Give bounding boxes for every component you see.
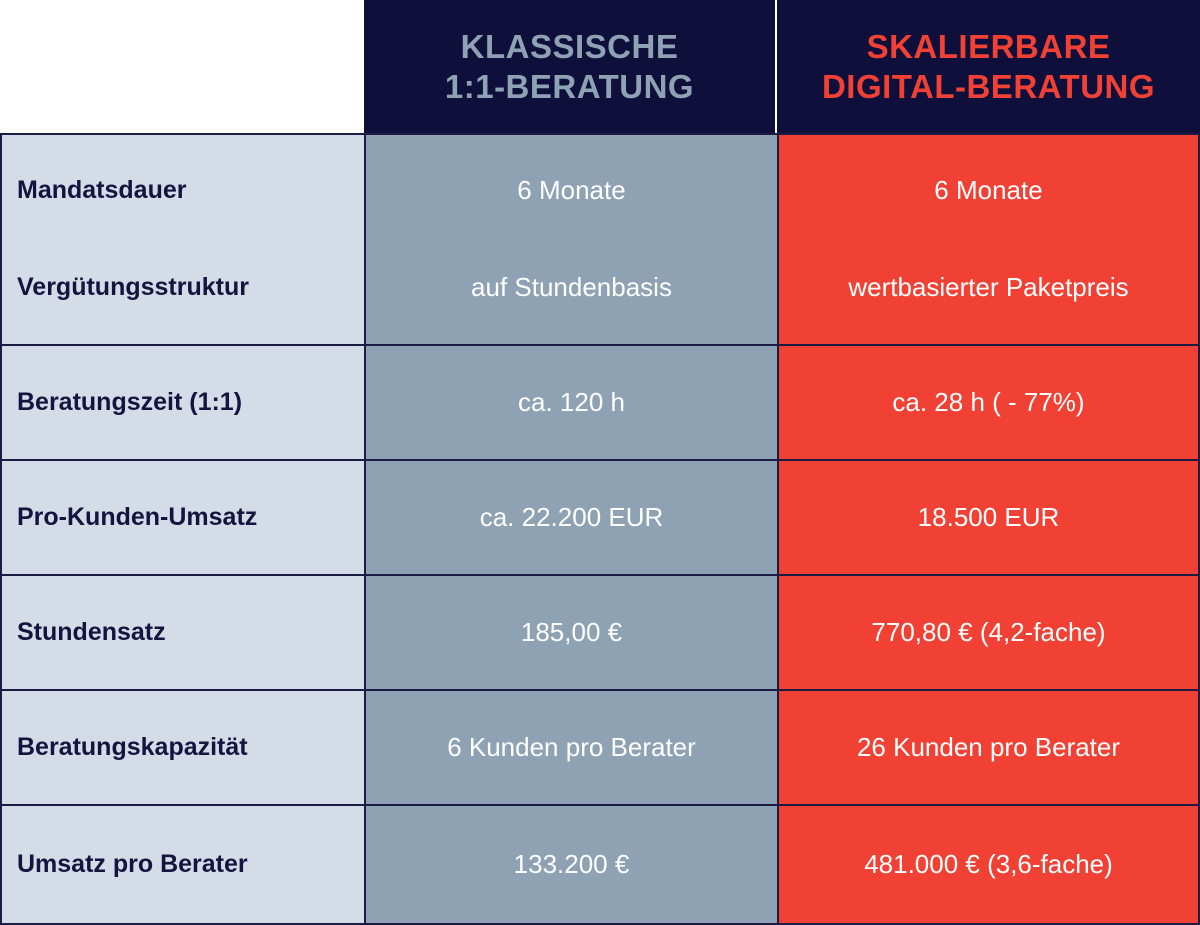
classic-value: 185,00 € bbox=[364, 576, 777, 691]
table-row: Beratungszeit (1:1) ca. 120 h ca. 28 h (… bbox=[0, 346, 1200, 461]
header-classic-consulting: KLASSISCHE 1:1-BERATUNG bbox=[364, 0, 777, 133]
classic-value: ca. 120 h bbox=[364, 346, 777, 461]
row-label: Beratungszeit (1:1) bbox=[0, 346, 364, 461]
digital-value: 481.000 € (3,6-fache) bbox=[777, 806, 1200, 925]
classic-value: auf Stundenbasis bbox=[364, 231, 777, 346]
header-classic-line2: 1:1-BERATUNG bbox=[444, 67, 695, 105]
row-label: Pro-Kunden-Umsatz bbox=[0, 461, 364, 576]
row-label: Stundensatz bbox=[0, 576, 364, 691]
table-row: Umsatz pro Berater 133.200 € 481.000 € (… bbox=[0, 806, 1200, 925]
row-label: Vergütungsstruktur bbox=[0, 231, 364, 346]
header-digital-line2: DIGITAL-BERATUNG bbox=[821, 67, 1156, 105]
classic-value: ca. 22.200 EUR bbox=[364, 461, 777, 576]
table-row: Beratungskapazität 6 Kunden pro Berater … bbox=[0, 691, 1200, 806]
row-label: Mandatsdauer bbox=[0, 133, 364, 248]
digital-value: 18.500 EUR bbox=[777, 461, 1200, 576]
digital-value: wertbasierter Paketpreis bbox=[777, 231, 1200, 346]
header-digital-line1: SKALIERBARE bbox=[866, 27, 1111, 65]
digital-value: 6 Monate bbox=[777, 133, 1200, 248]
digital-value: ca. 28 h ( - 77%) bbox=[777, 346, 1200, 461]
table-row: Mandatsdauer 6 Monate 6 Monate bbox=[0, 133, 1200, 248]
header-classic-line1: KLASSISCHE bbox=[460, 27, 679, 65]
row-label: Beratungskapazität bbox=[0, 691, 364, 806]
digital-value: 26 Kunden pro Berater bbox=[777, 691, 1200, 806]
table-row: Pro-Kunden-Umsatz ca. 22.200 EUR 18.500 … bbox=[0, 461, 1200, 576]
table-row: Vergütungsstruktur auf Stundenbasis wert… bbox=[0, 231, 1200, 346]
digital-value: 770,80 € (4,2-fache) bbox=[777, 576, 1200, 691]
classic-value: 133.200 € bbox=[364, 806, 777, 925]
table-row: Stundensatz 185,00 € 770,80 € (4,2-fache… bbox=[0, 576, 1200, 691]
classic-value: 6 Monate bbox=[364, 133, 777, 248]
classic-value: 6 Kunden pro Berater bbox=[364, 691, 777, 806]
row-label: Umsatz pro Berater bbox=[0, 806, 364, 925]
header-digital-consulting: SKALIERBARE DIGITAL-BERATUNG bbox=[777, 0, 1200, 133]
